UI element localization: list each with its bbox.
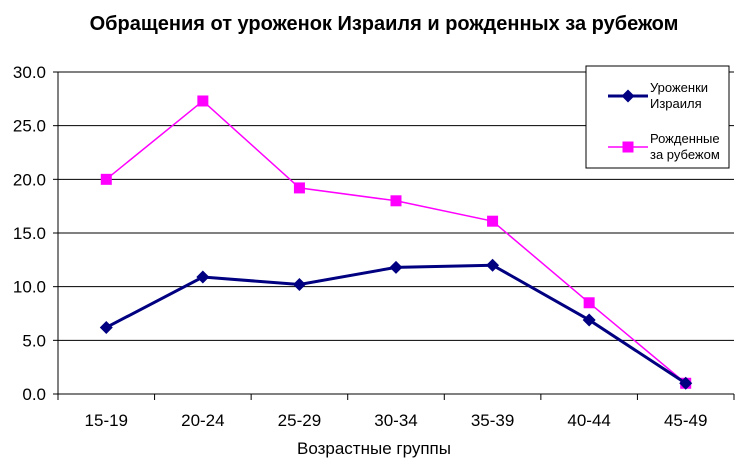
y-tick-label: 20.0	[13, 170, 46, 189]
data-point	[389, 260, 403, 274]
legend-label: Уроженки	[650, 80, 708, 95]
legend-swatch-marker	[621, 89, 635, 103]
data-point	[487, 215, 499, 227]
y-tick-label: 15.0	[13, 224, 46, 243]
x-axis-label: Возрастные группы	[297, 439, 451, 458]
x-tick-label: 25-29	[278, 411, 321, 430]
y-tick-label: 0.0	[22, 385, 46, 404]
axes	[53, 71, 735, 400]
series-line	[105, 263, 687, 385]
x-tick-label: 20-24	[181, 411, 224, 430]
data-point	[679, 376, 693, 390]
series-group	[99, 95, 693, 390]
y-tick-label: 30.0	[13, 63, 46, 82]
x-axis-ticks: 15-19 20-24 25-29 30-34 35-39 40-44 45-49	[85, 411, 708, 430]
chart-title: Обращения от уроженок Израиля и рожденны…	[90, 13, 679, 35]
data-point	[196, 270, 210, 284]
legend-label: за рубежом	[650, 147, 720, 162]
y-tick-label: 5.0	[22, 331, 46, 350]
data-point	[293, 182, 305, 194]
data-point	[100, 173, 112, 185]
legend-label: Рожденные	[650, 131, 720, 146]
data-point	[99, 320, 113, 334]
legend-box	[585, 65, 730, 169]
data-point	[197, 95, 209, 107]
data-point	[390, 195, 402, 207]
x-tick-label: 40-44	[567, 411, 610, 430]
y-tick-label: 10.0	[13, 278, 46, 297]
x-tick-label: 30-34	[374, 411, 417, 430]
data-point	[583, 297, 595, 309]
data-point	[486, 258, 500, 272]
legend-label: Израиля	[650, 96, 702, 111]
x-tick-label: 45-49	[664, 411, 707, 430]
data-point	[582, 313, 596, 327]
y-axis-ticks: 0.0 5.0 10.0 15.0 20.0 25.0 30.0	[13, 63, 46, 404]
x-tick-label: 35-39	[471, 411, 514, 430]
legend-swatch-marker	[622, 141, 634, 153]
x-tick-label: 15-19	[85, 411, 128, 430]
series-israel-born	[99, 258, 693, 390]
y-tick-label: 25.0	[13, 117, 46, 136]
data-point	[292, 278, 306, 292]
